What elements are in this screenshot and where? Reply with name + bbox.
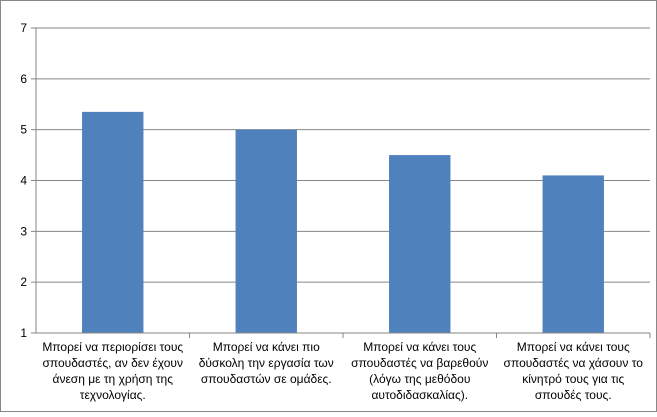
bar-1 (82, 111, 144, 333)
y-tick-label: 4 (20, 174, 27, 188)
x-category-label-line: σπουδαστές να βαρεθούν (351, 356, 488, 370)
y-tick-label: 3 (20, 224, 27, 238)
x-category-label-line: σπουδαστές να χάσουν το (504, 356, 644, 370)
x-category-label-line: σπουδαστές, αν δεν έχουν (42, 356, 183, 370)
x-category-label-line: κίνητρό τους για τις (522, 372, 624, 386)
x-category-label-line: δύσκολη την εργασία των (199, 356, 334, 370)
x-category-label-line: άνεση με τη χρήση της (53, 372, 174, 386)
bar-3 (389, 155, 451, 333)
y-tick-label: 6 (20, 72, 27, 86)
x-category-label-line: σπουδαστών σε ομάδες. (201, 372, 332, 386)
y-tick-labels: 1 2 3 4 5 6 7 (20, 21, 27, 340)
x-category-label-2: Μπορεί να κάνει πιο δύσκολη την εργασία τ… (199, 340, 334, 386)
x-category-label-line: Μπορεί να περιορίσει τους (42, 340, 183, 354)
y-tick-label: 1 (20, 326, 27, 340)
bar-2 (235, 129, 297, 333)
y-tick-label: 2 (20, 275, 27, 289)
x-category-label-line: Μπορεί να κάνει πιο (213, 340, 320, 354)
x-category-label-4: Μπορεί να κάνει τους σπουδαστές να χάσουν… (504, 340, 644, 402)
bars (82, 111, 604, 333)
x-category-label-1: Μπορεί να περιορίσει τους σπουδαστές, αν … (42, 340, 183, 402)
x-category-label-line: Μπορεί να κάνει τους (517, 340, 630, 354)
x-category-label-line: (λόγω της μεθόδου (369, 372, 470, 386)
y-tick-label: 5 (20, 123, 27, 137)
bar-4 (542, 175, 604, 333)
x-category-label-line: Μπορεί να κάνει τους (363, 340, 476, 354)
x-category-label-3: Μπορεί να κάνει τους σπουδαστές να βαρεθο… (351, 340, 488, 402)
x-category-label-line: σπουδές τους. (535, 388, 612, 402)
x-category-label-line: αυτοδιδασκαλίας). (371, 388, 468, 402)
x-category-label-line: τεχνολογίας. (80, 388, 146, 402)
x-category-labels: Μπορεί να περιορίσει τους σπουδαστές, αν … (42, 340, 643, 402)
axes (31, 27, 651, 338)
y-tick-label: 7 (20, 21, 27, 35)
